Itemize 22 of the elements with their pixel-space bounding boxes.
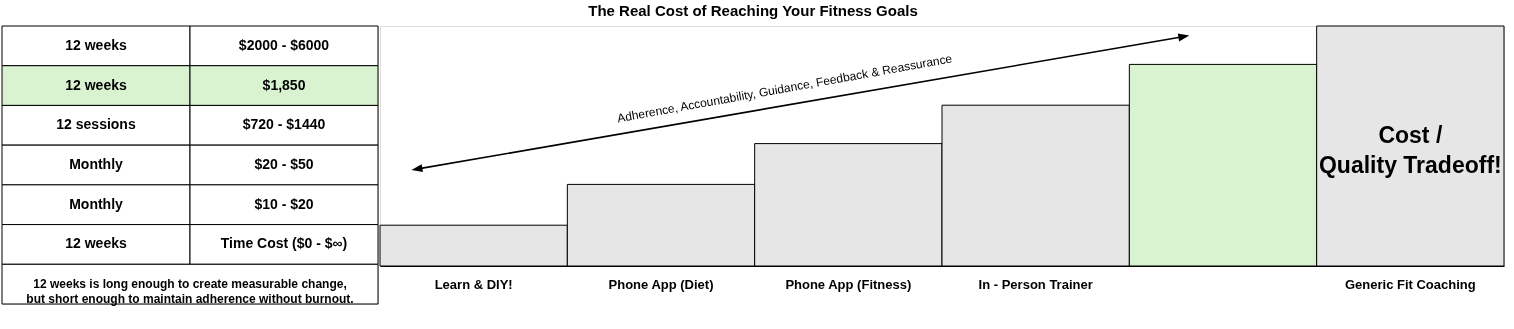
text: Time Cost ($0 - $∞) xyxy=(220,235,348,252)
text: 12 sessions xyxy=(56,116,136,133)
text: Monthly xyxy=(69,156,124,172)
text: $1,850 xyxy=(262,76,306,93)
x-tick-label: Generic Fit Coaching xyxy=(1344,276,1476,292)
text: Monthly xyxy=(69,195,124,212)
text: 12 weeks xyxy=(65,235,127,252)
x-tick-label: Phone App (Diet) xyxy=(608,276,714,292)
text: $720 - $1440 xyxy=(242,116,326,133)
text: 12 weeks xyxy=(65,76,127,93)
x-tick-label: In - Person Trainer xyxy=(978,276,1093,292)
text: $2000 - $6000 xyxy=(238,36,330,53)
text: $20 - $50 xyxy=(254,156,314,172)
text: but short enough to maintain adherence without burnout. xyxy=(26,292,354,307)
x-tick-label: Phone App (Fitness) xyxy=(785,276,912,292)
annotation: Cost / Quality Tradeoff! xyxy=(1318,122,1502,179)
text: 12 weeks is long enough to create measurable change, xyxy=(33,277,347,292)
text: 12 weeks xyxy=(65,36,127,53)
text: $10 - $20 xyxy=(254,195,314,212)
annotation: Adherence, Accountability, Guidance, Feedback & Reassurance xyxy=(616,51,954,126)
x-tick-label: Learn & DIY! xyxy=(434,276,513,292)
chart-title: The Real Cost of Reaching Your Fitness Goals xyxy=(588,2,918,19)
